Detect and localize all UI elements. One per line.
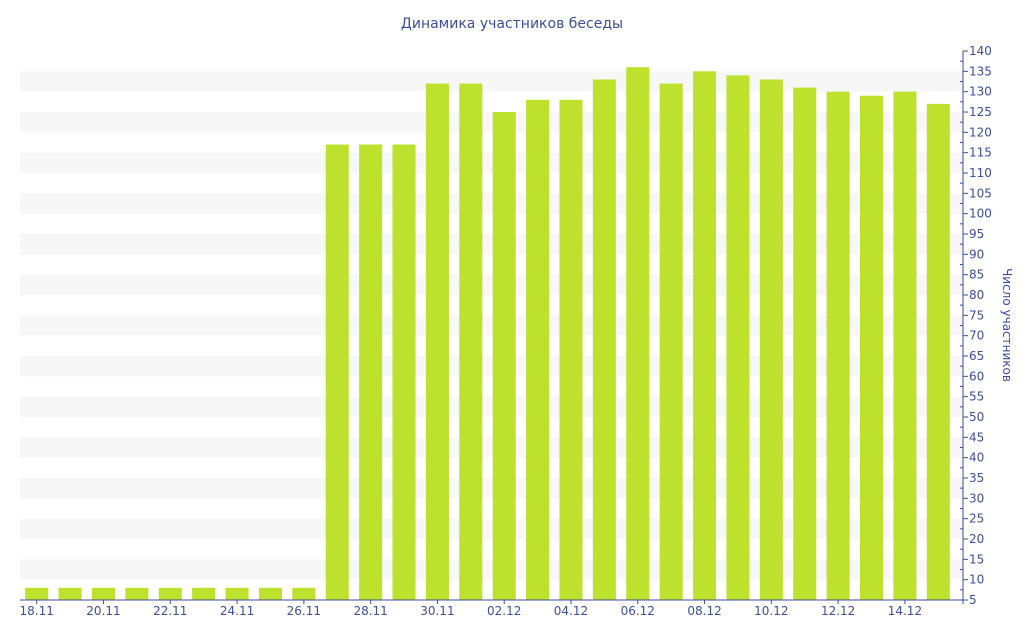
bar-30.11 (425, 83, 449, 601)
x-tick-label: 20.11 (86, 604, 120, 618)
grid-band (20, 71, 963, 92)
y-tick-label: 10 (969, 573, 984, 587)
chart-title: Динамика участников беседы (401, 16, 623, 32)
y-tick-label: 65 (969, 349, 984, 363)
bar-03.12 (526, 99, 550, 601)
x-tick-label: 30.11 (420, 604, 454, 618)
y-tick-label: 5 (969, 593, 977, 607)
grid-band (20, 274, 963, 295)
bar-04.12 (559, 99, 583, 601)
y-tick-label: 125 (969, 105, 992, 119)
y-tick-label: 75 (969, 308, 984, 322)
bar-20.11 (91, 587, 116, 600)
y-tick-label: 45 (969, 430, 984, 444)
grid-band (20, 112, 963, 133)
x-tick-label: 04.12 (554, 604, 588, 618)
x-tick-label: 12.12 (821, 604, 855, 618)
grid-band (20, 478, 963, 499)
y-axis-label: Число участников (1000, 268, 1014, 382)
bar-07.12 (659, 83, 683, 601)
y-tick-label: 85 (969, 268, 984, 282)
y-tick-label: 50 (969, 410, 984, 424)
bar-10.12 (759, 79, 783, 600)
grid-band (20, 315, 963, 336)
x-tick-label: 18.11 (20, 604, 54, 618)
y-tick-label: 105 (969, 186, 992, 200)
y-tick-label: 25 (969, 512, 984, 526)
bar-08.12 (693, 71, 717, 601)
grid-band (20, 437, 963, 458)
bar-09.12 (726, 75, 750, 600)
y-tick-label: 70 (969, 329, 984, 343)
y-tick-label: 95 (969, 227, 984, 241)
bar-11.12 (793, 87, 817, 601)
x-tick-label: 22.11 (153, 604, 187, 618)
grid-band (20, 234, 963, 255)
y-tick-label: 35 (969, 471, 984, 485)
y-tick-label: 100 (969, 207, 992, 221)
bar-21.11 (125, 587, 149, 600)
bar-25.11 (258, 587, 282, 600)
y-tick-label: 55 (969, 390, 984, 404)
bar-19.11 (58, 587, 82, 600)
bar-02.12 (492, 112, 516, 600)
x-tick-label: 26.11 (287, 604, 321, 618)
bar-22.11 (158, 587, 182, 600)
bar-23.11 (192, 587, 216, 600)
y-tick-label: 30 (969, 491, 984, 505)
y-tick-label: 110 (969, 166, 992, 180)
y-tick-label: 115 (969, 146, 992, 160)
bar-05.12 (592, 79, 616, 600)
bar-01.12 (459, 83, 483, 601)
bar-29.11 (392, 144, 416, 601)
y-tick-label: 80 (969, 288, 984, 302)
bar-15.12 (926, 103, 950, 600)
y-tick-label: 130 (969, 85, 992, 99)
bar-24.11 (225, 587, 249, 600)
grid-band (20, 559, 963, 580)
y-tick-label: 60 (969, 369, 984, 383)
grid-band (20, 518, 963, 539)
y-tick-label: 140 (969, 44, 992, 58)
bar-18.11 (25, 587, 49, 600)
y-tick-label: 135 (969, 64, 992, 78)
bar-26.11 (292, 587, 316, 600)
grid-band (20, 356, 963, 377)
bar-12.12 (826, 91, 850, 601)
y-tick-label: 15 (969, 552, 984, 566)
bar-27.11 (325, 144, 349, 601)
y-tick-label: 120 (969, 125, 992, 139)
x-tick-label: 24.11 (220, 604, 254, 618)
y-tick-label: 20 (969, 532, 984, 546)
x-tick-label: 06.12 (621, 604, 655, 618)
x-tick-label: 08.12 (687, 604, 721, 618)
grid-band (20, 193, 963, 214)
x-tick-label: 10.12 (754, 604, 788, 618)
y-tick-label: 40 (969, 451, 984, 465)
bar-28.11 (359, 144, 383, 601)
bar-06.12 (626, 67, 650, 601)
x-tick-label: 02.12 (487, 604, 521, 618)
grid-band (20, 396, 963, 417)
x-tick-label: 28.11 (353, 604, 387, 618)
bar-13.12 (859, 95, 884, 600)
bar-14.12 (893, 91, 917, 601)
y-tick-label: 90 (969, 247, 984, 261)
grid-band (20, 152, 963, 173)
x-tick-label: 14.12 (888, 604, 922, 618)
